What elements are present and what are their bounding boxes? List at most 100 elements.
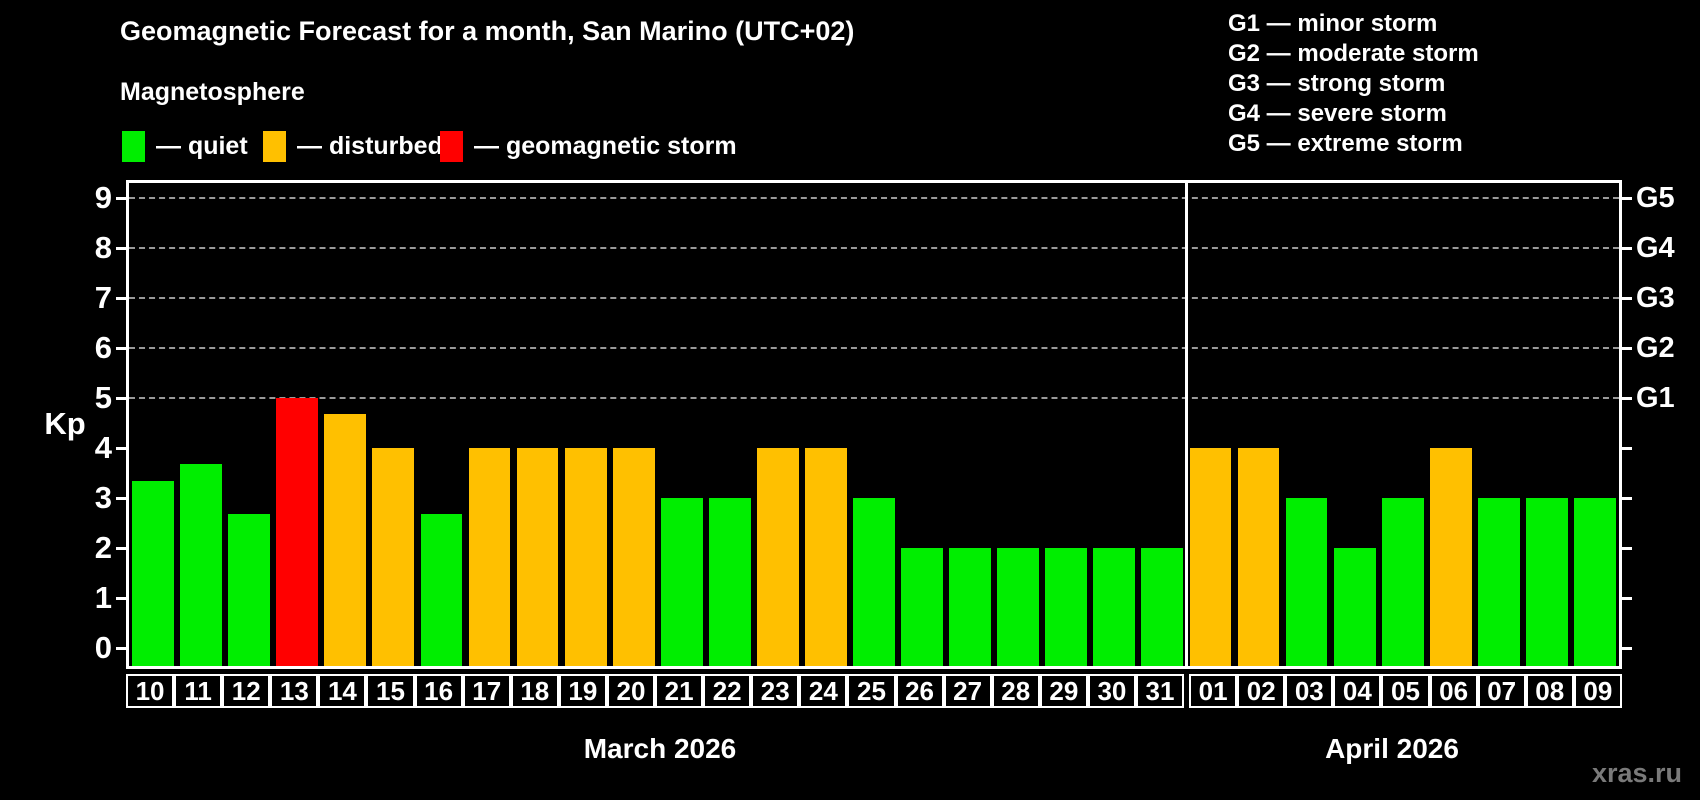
y-tick-label-5: 5: [94, 380, 112, 415]
left-axis-tick-7: [116, 297, 126, 300]
left-axis-tick-2: [116, 547, 126, 550]
kp-bar-march-21: [660, 498, 703, 666]
right-axis-tick-5: [1622, 397, 1632, 400]
kp-bar-march-17: [468, 448, 511, 666]
legend-item-quiet: — quiet: [122, 131, 248, 162]
bar-slot-26: [898, 183, 946, 666]
day-label-box-25: 25: [847, 674, 896, 708]
left-axis-tick-3: [116, 497, 126, 500]
y-tick-label-7: 7: [94, 280, 112, 315]
bar-slot-09: [1571, 183, 1619, 666]
day-label-box-09: 09: [1573, 674, 1622, 708]
day-label-box-28: 28: [991, 674, 1040, 708]
storm-color-swatch: [440, 131, 463, 162]
right-axis-tick-9: [1622, 197, 1632, 200]
kp-bar-march-12: [228, 514, 271, 666]
bar-slot-07: [1475, 183, 1523, 666]
g-level-label-g1: G1: [1636, 382, 1675, 414]
bar-slot-22: [706, 183, 754, 666]
bar-slot-19: [562, 183, 610, 666]
kp-bar-march-29: [1045, 548, 1088, 666]
month-separator: [1185, 183, 1189, 666]
g1-legend-line: G1 — minor storm: [1228, 10, 1438, 37]
g5-legend-line: G5 — extreme storm: [1228, 130, 1463, 157]
kp-bar-april-03: [1285, 498, 1328, 666]
grid-line-kp5: [129, 397, 1619, 399]
y-tick-label-6: 6: [94, 330, 112, 365]
bar-slot-18: [514, 183, 562, 666]
day-label-box-23: 23: [751, 674, 800, 708]
day-label-box-07: 07: [1477, 674, 1526, 708]
g3-legend-line: G3 — strong storm: [1228, 70, 1446, 97]
kp-bar-march-10: [132, 481, 174, 666]
day-label-box-12: 12: [222, 674, 271, 708]
right-axis-tick-8: [1622, 247, 1632, 250]
bar-slot-12: [225, 183, 273, 666]
left-axis-tick-4: [116, 447, 126, 450]
y-tick-label-3: 3: [94, 480, 112, 515]
kp-bar-april-04: [1333, 548, 1376, 666]
day-label-box-03: 03: [1285, 674, 1334, 708]
kp-bar-april-09: [1574, 498, 1616, 666]
y-tick-label-2: 2: [94, 530, 112, 565]
day-label-box-31: 31: [1135, 674, 1185, 708]
bar-slot-21: [658, 183, 706, 666]
day-label-box-01: 01: [1189, 674, 1238, 708]
day-label-box-14: 14: [318, 674, 367, 708]
grid-line-kp9: [129, 197, 1619, 199]
y-tick-label-4: 4: [94, 430, 112, 465]
page-title: Geomagnetic Forecast for a month, San Ma…: [120, 16, 855, 46]
left-axis-tick-8: [116, 247, 126, 250]
day-label-box-11: 11: [174, 674, 223, 708]
right-axis-tick-0: [1622, 647, 1632, 650]
day-label-box-27: 27: [943, 674, 992, 708]
legend-label-storm: — geomagnetic storm: [474, 132, 737, 160]
bars-container: [129, 183, 1619, 666]
day-label-box-22: 22: [703, 674, 752, 708]
kp-bar-april-02: [1237, 448, 1280, 666]
legend-label-disturbed: — disturbed: [297, 132, 443, 160]
day-label-box-26: 26: [895, 674, 944, 708]
bar-slot-10: [129, 183, 177, 666]
y-axis-label-kp: Kp: [44, 406, 86, 441]
legend-label-quiet: — quiet: [156, 132, 248, 160]
grid-line-kp7: [129, 297, 1619, 299]
bar-slot-28: [994, 183, 1042, 666]
g-level-label-g2: G2: [1636, 332, 1675, 364]
g-level-label-g5: G5: [1636, 182, 1675, 215]
day-label-box-13: 13: [270, 674, 319, 708]
bar-slot-08: [1523, 183, 1571, 666]
right-axis-tick-2: [1622, 547, 1632, 550]
y-tick-label-1: 1: [94, 580, 112, 615]
kp-bar-march-11: [180, 464, 222, 666]
grid-line-kp6: [129, 347, 1619, 349]
bar-slot-29: [1042, 183, 1090, 666]
y-tick-label-0: 0: [94, 630, 112, 665]
left-axis-tick-0: [116, 647, 126, 650]
legend-item-storm: — geomagnetic storm: [440, 131, 737, 162]
day-label-box-15: 15: [366, 674, 415, 708]
kp-bar-march-15: [372, 448, 415, 666]
right-axis-tick-3: [1622, 497, 1632, 500]
g-level-label-g4: G4: [1636, 232, 1675, 264]
month-label-april: April 2026: [1325, 733, 1459, 764]
day-label-box-04: 04: [1333, 674, 1382, 708]
right-axis-tick-1: [1622, 597, 1632, 600]
day-label-box-29: 29: [1039, 674, 1088, 708]
bar-slot-02: [1234, 183, 1282, 666]
bar-slot-01: [1186, 183, 1234, 666]
bar-slot-16: [417, 183, 465, 666]
kp-bar-march-20: [612, 448, 655, 666]
watermark: xras.ru: [1591, 758, 1682, 788]
right-axis-tick-4: [1622, 447, 1632, 450]
bar-slot-31: [1138, 183, 1186, 666]
g4-legend-line: G4 — severe storm: [1228, 100, 1447, 127]
day-label-box-18: 18: [510, 674, 559, 708]
day-label-box-02: 02: [1237, 674, 1286, 708]
g-level-label-g3: G3: [1636, 282, 1675, 314]
chart-subtitle: Magnetosphere: [120, 78, 305, 106]
kp-bar-april-07: [1477, 498, 1520, 666]
day-label-box-05: 05: [1381, 674, 1430, 708]
day-label-box-06: 06: [1429, 674, 1478, 708]
kp-bar-april-01: [1189, 448, 1232, 666]
